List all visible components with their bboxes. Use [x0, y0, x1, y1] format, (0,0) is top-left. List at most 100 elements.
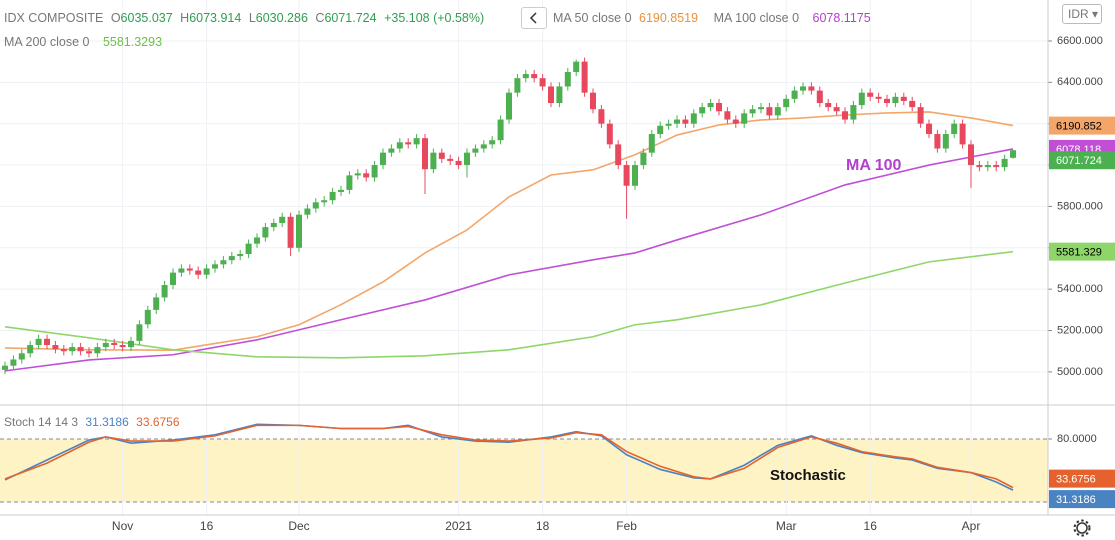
candle-body — [270, 222, 277, 228]
x-tick-label: 16 — [200, 519, 214, 533]
candle-body — [506, 92, 512, 120]
y-tick-label: 80.0000 — [1057, 433, 1097, 445]
candle-body — [573, 61, 580, 72]
candle-body — [968, 144, 974, 166]
candle-body — [531, 74, 538, 79]
candle-body — [800, 86, 806, 91]
x-tick-label: 18 — [536, 519, 550, 533]
arrow-icon — [529, 12, 537, 24]
candle-body — [816, 90, 823, 104]
candle-body — [52, 345, 59, 350]
candle-body — [480, 144, 487, 149]
candle-body — [388, 148, 395, 153]
candle-body — [522, 74, 529, 79]
price-tag — [1049, 469, 1115, 488]
candle-body — [438, 152, 445, 159]
candle-body — [111, 342, 118, 346]
candle-body — [1010, 150, 1016, 158]
y-tick-label: 5200.000 — [1057, 324, 1103, 336]
price-tag — [1049, 116, 1115, 135]
candle-body — [153, 297, 160, 310]
candle-body — [186, 268, 193, 271]
candle-body — [850, 105, 857, 120]
candle-body — [808, 86, 815, 91]
price-tag-label: 31.3186 — [1056, 494, 1096, 506]
candle-body — [875, 96, 882, 99]
candle-body — [472, 148, 479, 153]
ma-value: 5581.3293 — [102, 35, 163, 49]
price-tag-label: 33.6756 — [1056, 474, 1096, 486]
ma-name: MA 200 close 0 — [4, 35, 90, 49]
candle-body — [346, 175, 353, 190]
x-tick-label: Mar — [776, 519, 797, 533]
candle-body — [220, 260, 227, 265]
collapse-button[interactable] — [521, 7, 547, 29]
candle-body — [27, 345, 34, 354]
ma-value: 6190.8519 — [639, 11, 699, 25]
currency-dropdown[interactable]: IDR ▾ — [1062, 4, 1102, 24]
stoch-band — [0, 439, 1048, 502]
candle-body — [144, 309, 151, 325]
candle-body — [892, 96, 899, 104]
candle-body — [606, 123, 613, 145]
candle-body — [632, 165, 638, 186]
candle-body — [455, 160, 462, 166]
candle-body — [413, 138, 420, 145]
indicator-value: 33.6756 — [136, 415, 180, 429]
candle-body — [699, 107, 706, 114]
candle-body — [858, 92, 865, 106]
candle-body — [329, 191, 336, 201]
settings-icon[interactable] — [1073, 519, 1091, 537]
candle-body — [657, 125, 664, 135]
candle-body — [741, 113, 748, 124]
candle-body — [35, 338, 42, 346]
candle-body — [615, 144, 622, 166]
candle-body — [942, 134, 949, 149]
candle-body — [203, 268, 210, 275]
candle-body — [564, 71, 571, 87]
candle-body — [170, 272, 176, 286]
candle-body — [724, 111, 731, 120]
candle-body — [128, 340, 134, 348]
x-tick-label: Apr — [962, 519, 981, 533]
candle-body — [237, 254, 244, 257]
candle-body — [422, 138, 428, 170]
candle-body — [909, 100, 916, 108]
annotation: Stochastic — [770, 467, 846, 484]
indicator-value: 31.3186 — [85, 415, 129, 429]
candle-body — [884, 98, 890, 104]
candle-body — [178, 268, 185, 273]
x-tick-label: Dec — [288, 519, 309, 533]
ma-legend: MA 50 close 0 6190.8519 MA 100 close 0 6… — [553, 11, 875, 25]
candle-body — [228, 256, 235, 261]
legend-row: IDX COMPOSITE O6035.037 H6073.914 L6030.… — [4, 11, 488, 25]
candle-body — [774, 107, 781, 116]
ohlc-value: 6073.914 — [189, 11, 242, 25]
candle-body — [623, 165, 630, 186]
candle-body — [833, 107, 840, 112]
candle-body — [682, 119, 689, 124]
y-tick-label: 6600.000 — [1057, 35, 1103, 47]
candle-body — [338, 189, 344, 192]
candle-body — [842, 111, 848, 120]
candle-body — [212, 264, 218, 269]
ohlc-label: H — [180, 11, 190, 25]
y-tick-label: 5400.000 — [1057, 283, 1103, 295]
ma-legend: MA 200 close 0 5581.3293 — [4, 35, 166, 49]
candle-body — [917, 107, 924, 124]
symbol: IDX COMPOSITE — [4, 11, 104, 25]
x-tick-label: 16 — [864, 519, 878, 533]
candle-body — [766, 107, 773, 116]
y-tick-label: 5800.000 — [1057, 200, 1103, 212]
candle-body — [161, 285, 168, 298]
candle-body — [279, 216, 286, 223]
candle-body — [77, 347, 84, 352]
candle-body — [707, 103, 714, 108]
candle-body — [934, 134, 941, 149]
candle-body — [254, 237, 260, 244]
candle-body — [44, 338, 50, 346]
candle-body — [321, 200, 328, 203]
candle-body — [10, 359, 17, 366]
candle-body — [287, 216, 294, 248]
